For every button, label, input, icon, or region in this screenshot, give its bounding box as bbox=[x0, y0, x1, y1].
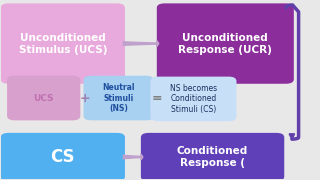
Text: Unconditioned
Response (UCR): Unconditioned Response (UCR) bbox=[178, 33, 272, 55]
FancyBboxPatch shape bbox=[141, 133, 284, 180]
Text: Unconditioned
Stimulus (UCS): Unconditioned Stimulus (UCS) bbox=[19, 33, 107, 55]
Text: CS: CS bbox=[51, 148, 75, 166]
FancyBboxPatch shape bbox=[150, 77, 236, 121]
FancyBboxPatch shape bbox=[1, 3, 125, 84]
FancyBboxPatch shape bbox=[1, 133, 125, 180]
Text: Conditioned
Response (: Conditioned Response ( bbox=[177, 146, 248, 168]
FancyBboxPatch shape bbox=[84, 76, 154, 120]
Text: UCS: UCS bbox=[33, 94, 54, 103]
Text: =: = bbox=[151, 92, 162, 105]
Text: NS becomes
Conditioned
Stimuli (CS): NS becomes Conditioned Stimuli (CS) bbox=[170, 84, 217, 114]
FancyBboxPatch shape bbox=[7, 76, 80, 120]
Text: +: + bbox=[80, 92, 91, 105]
FancyBboxPatch shape bbox=[157, 3, 294, 84]
Text: Neutral
Stimuli
(NS): Neutral Stimuli (NS) bbox=[102, 83, 135, 113]
